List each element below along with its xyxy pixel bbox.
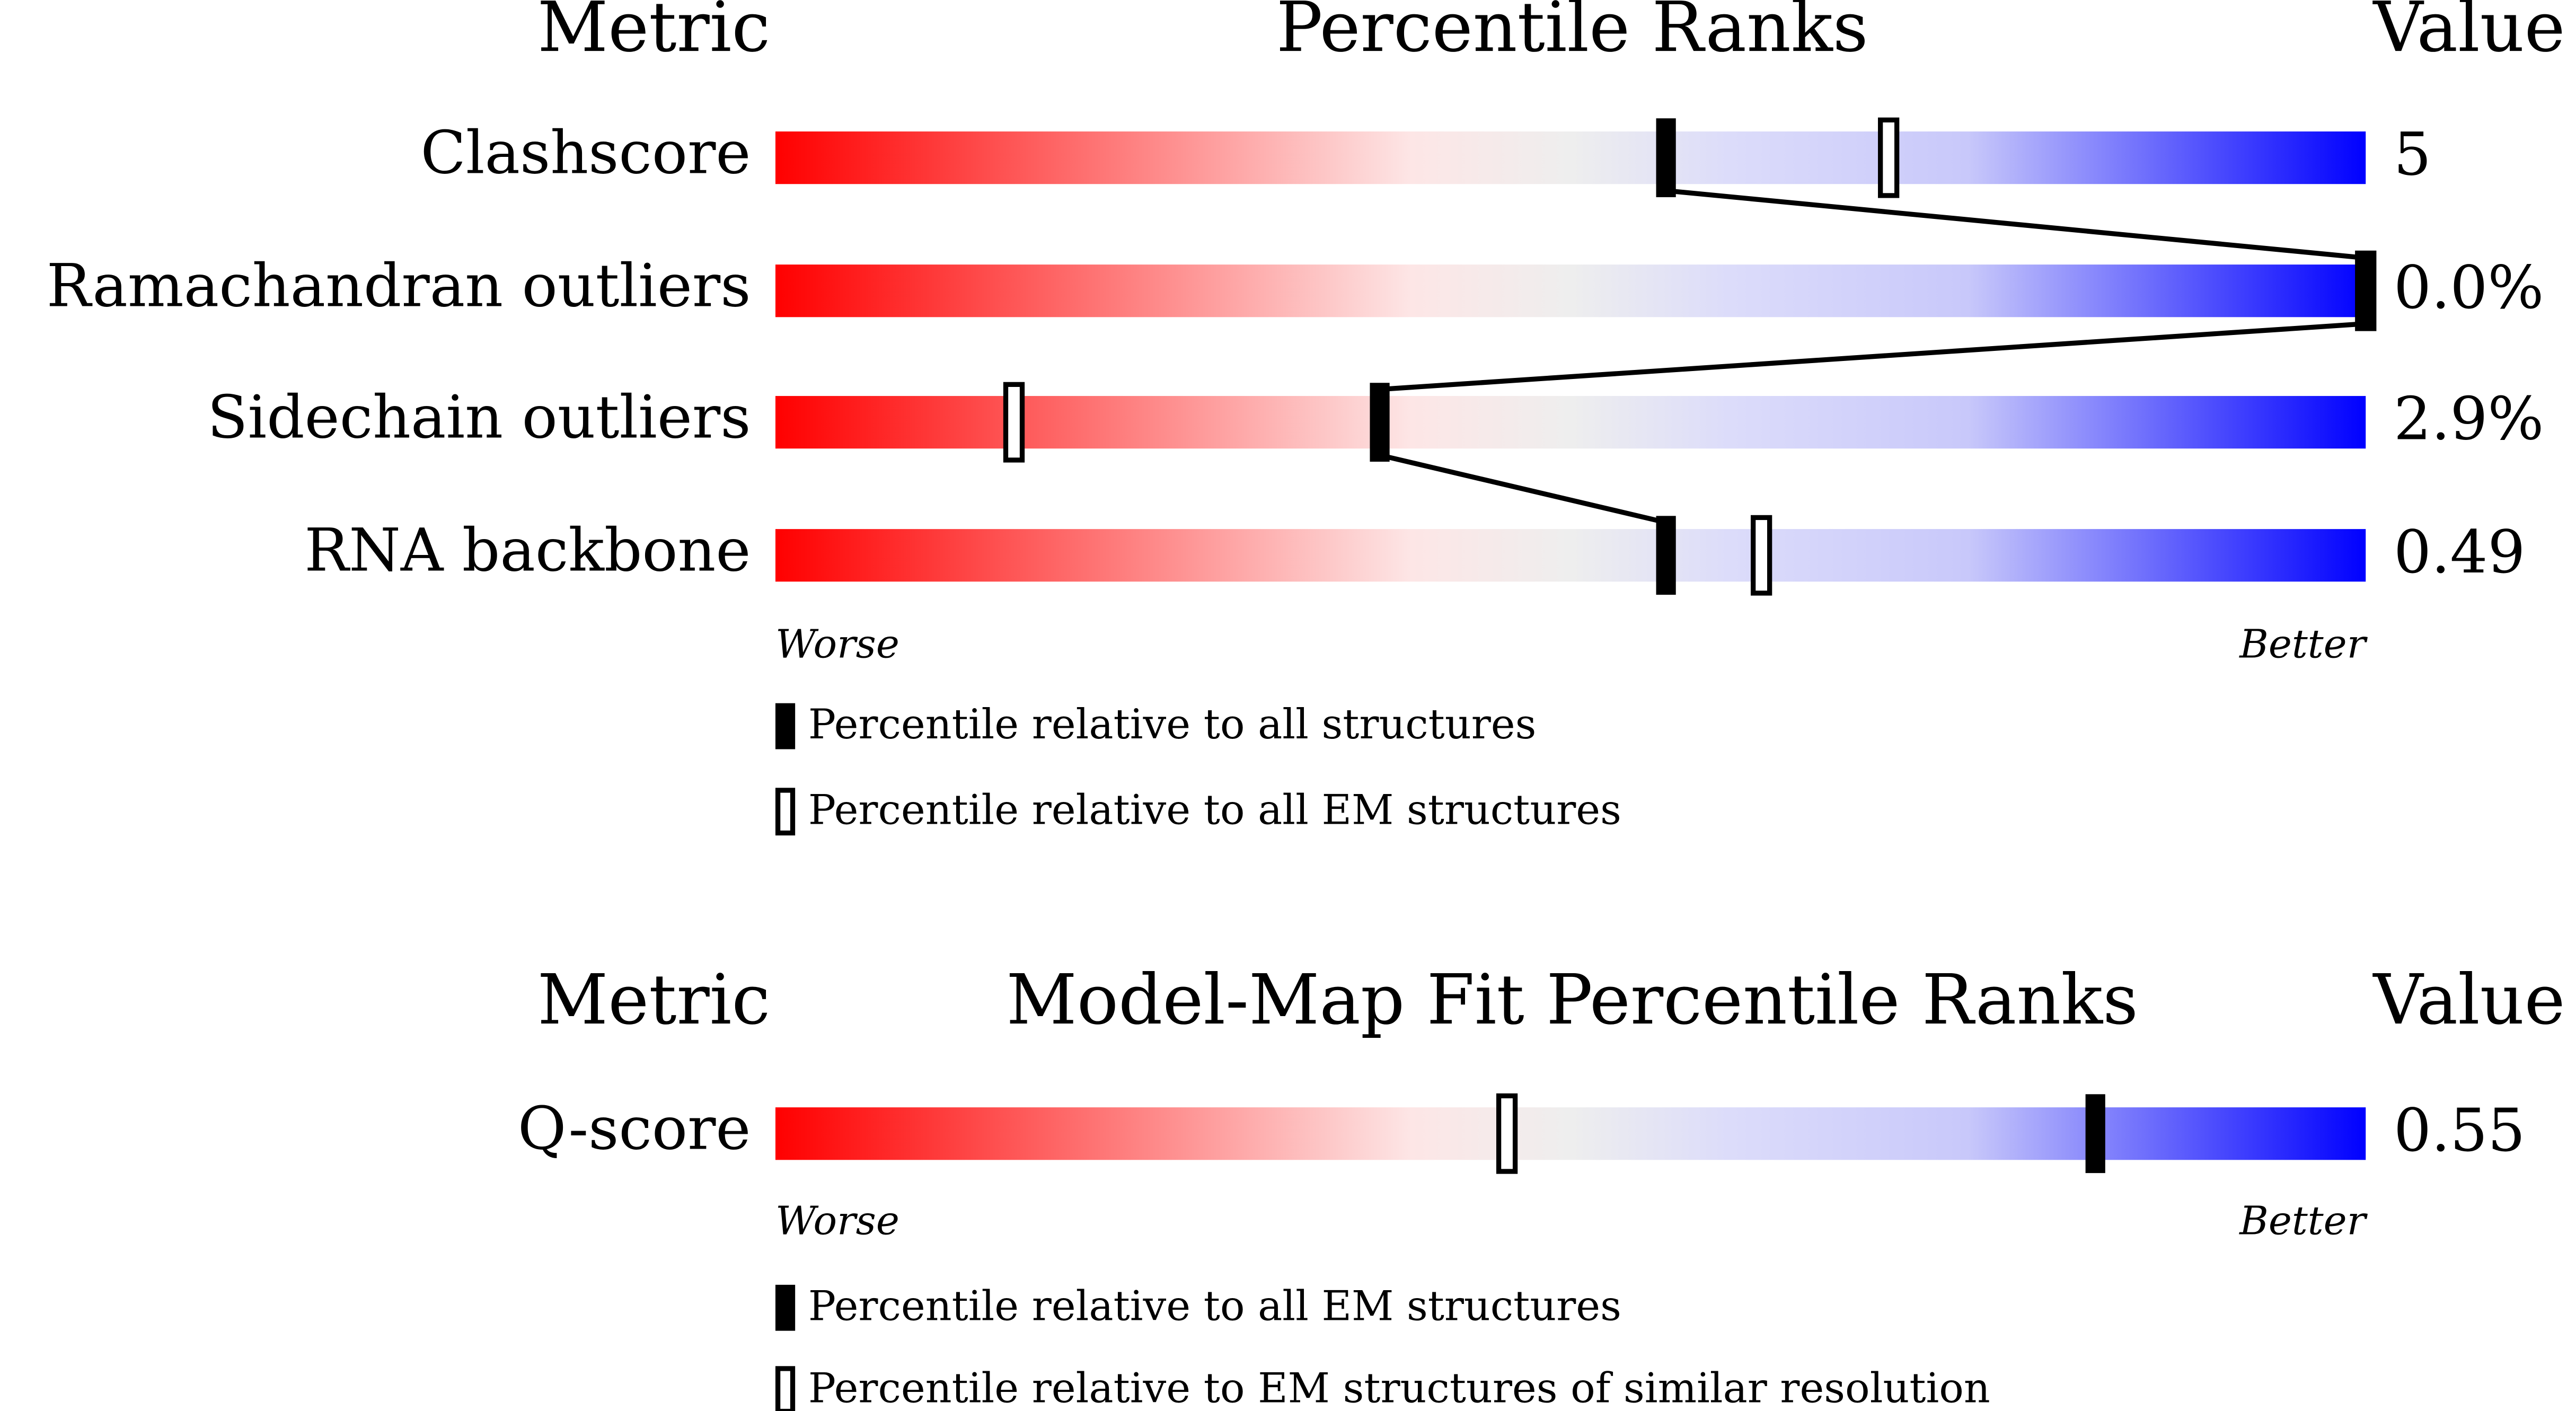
percentile-bar (775, 131, 2366, 184)
metric-label: Sidechain outliers (207, 383, 751, 452)
legend-open-icon (775, 788, 796, 836)
percentile-bar (775, 529, 2366, 582)
filled-marker (2356, 251, 2376, 331)
metric-value: 0.55 (2394, 1096, 2525, 1165)
metric-label: RNA backbone (304, 516, 751, 585)
metric-value: 5 (2394, 120, 2431, 189)
metric-header: Metric (537, 0, 770, 67)
panel-title: Percentile Ranks (1276, 0, 1868, 67)
metric-value: 2.9% (2394, 385, 2544, 454)
filled-marker (1656, 118, 1676, 198)
connector-line (1665, 188, 2366, 261)
better-label: Better (2238, 1198, 2368, 1244)
metric-value: 0.49 (2394, 518, 2525, 587)
filled-marker (1370, 383, 1390, 462)
value-header: Value (2372, 0, 2565, 67)
legend-filled-text: Percentile relative to all EM structures (808, 1282, 1621, 1330)
metric-value: 0.0% (2394, 253, 2544, 322)
legend-open-text: Percentile relative to EM structures of … (808, 1364, 1990, 1411)
worse-label: Worse (775, 1198, 899, 1244)
legend-open-icon (775, 1366, 796, 1411)
legend-open-text: Percentile relative to all EM structures (808, 786, 1621, 834)
legend-filled-icon (775, 703, 796, 749)
metric-label: Ramachandran outliers (47, 252, 751, 321)
metric-label: Q-score (518, 1095, 751, 1163)
legend-filled-text: Percentile relative to all structures (808, 701, 1536, 748)
value-header: Value (2372, 959, 2565, 1040)
open-marker (1751, 515, 1772, 596)
percentile-bar (775, 264, 2366, 318)
open-marker (1878, 117, 1900, 198)
metric-header: Metric (537, 959, 770, 1040)
open-marker (1496, 1093, 1518, 1174)
percentile-bar (775, 1107, 2366, 1160)
metric-label: Clashscore (420, 119, 751, 188)
worse-label: Worse (775, 621, 899, 667)
open-marker (1003, 382, 1025, 463)
connector-line (1379, 321, 2366, 392)
filled-marker (1656, 516, 1676, 595)
filled-marker (2085, 1094, 2105, 1174)
panel-title: Model-Map Fit Percentile Ranks (1006, 959, 2138, 1040)
better-label: Better (2238, 621, 2368, 667)
legend-filled-icon (775, 1284, 796, 1331)
connector-line (1379, 453, 1667, 525)
percentile-bar (775, 396, 2366, 449)
